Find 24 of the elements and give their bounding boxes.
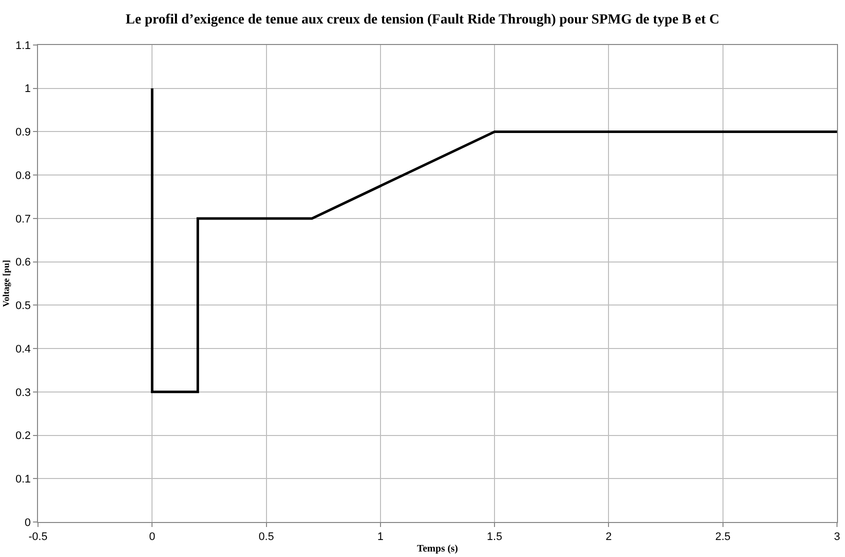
x-tick-label: 0.5 <box>258 531 274 544</box>
x-tick-label: 3 <box>834 531 840 544</box>
line-series <box>150 87 837 394</box>
x-tick-label: 1.5 <box>486 531 502 544</box>
y-tick-label: 1 <box>24 83 31 96</box>
x-tick-label: 2 <box>606 531 612 544</box>
x-tick-label: 0 <box>149 531 156 544</box>
y-tick-label: 0.8 <box>16 170 31 182</box>
y-tick-label: 0.4 <box>16 343 31 356</box>
y-axis-title: Voltage [pu] <box>0 260 11 307</box>
y-tick-label: 0.6 <box>16 256 31 269</box>
x-tick-label: 2.5 <box>715 531 731 544</box>
y-tick-label: 0 <box>24 516 31 529</box>
y-tick-label: 1.1 <box>16 40 31 52</box>
y-tick-label: 0.1 <box>16 473 31 486</box>
y-tick-label: 0.7 <box>16 213 31 226</box>
y-tick-label: 0.5 <box>16 300 31 312</box>
x-tick-label: 1 <box>377 531 384 544</box>
y-tick-label: 0.2 <box>16 430 31 442</box>
y-tick-label: 0.9 <box>16 126 31 139</box>
chart-title: Le profil d’exigence de tenue aux creux de tension (Fault Ride Through) pour SPMG de type B et C <box>126 12 720 28</box>
y-tick-label: 0.3 <box>16 386 31 399</box>
x-tick-label: -0.5 <box>28 531 48 544</box>
x-axis-title: Temps (s) <box>416 544 458 555</box>
